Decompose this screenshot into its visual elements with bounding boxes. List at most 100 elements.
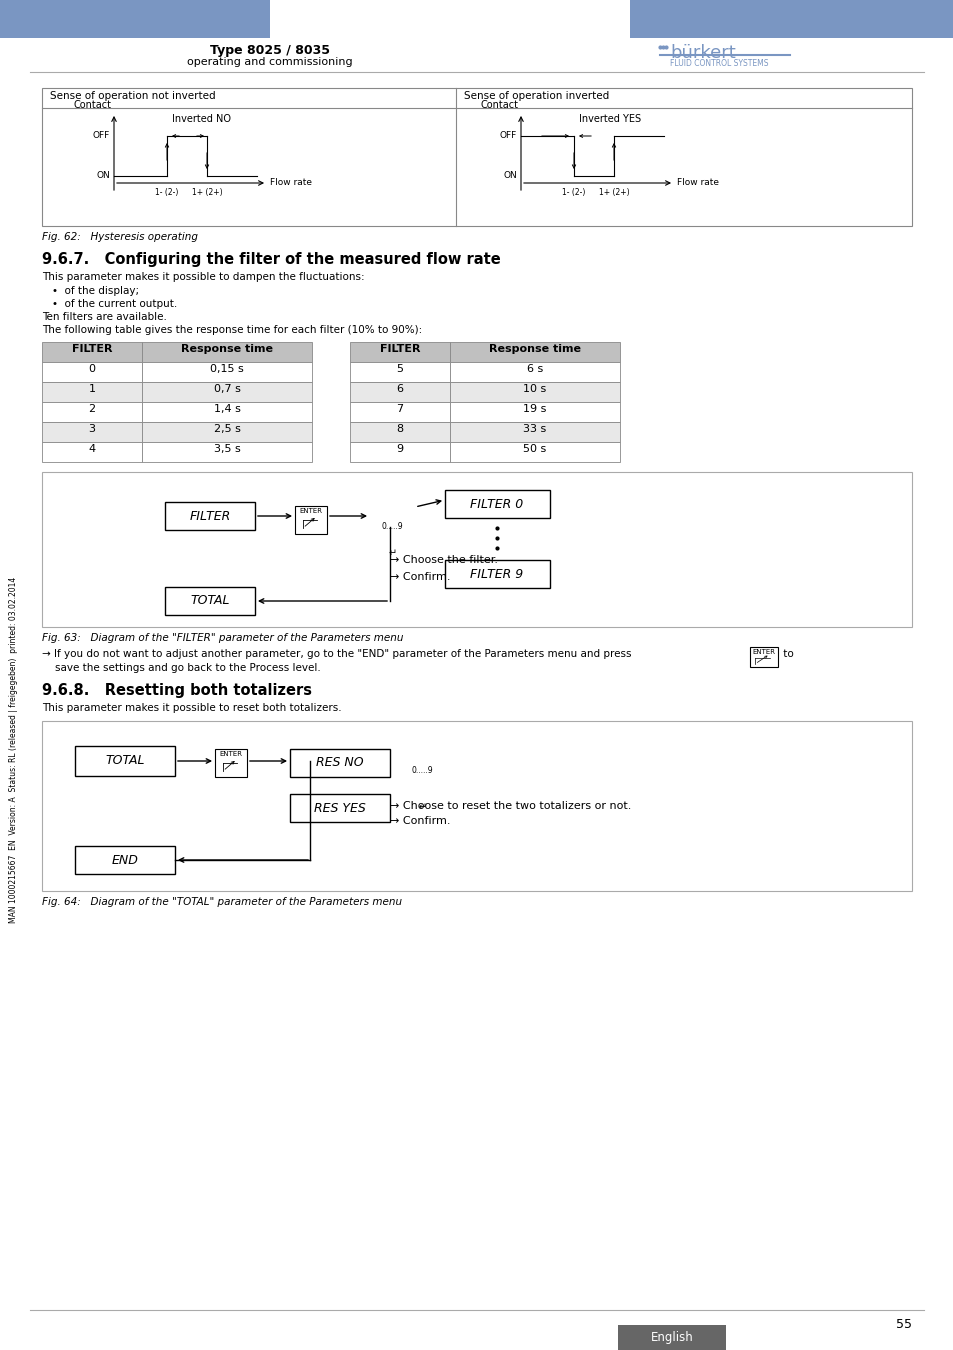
- Text: → Confirm.: → Confirm.: [390, 815, 450, 826]
- Text: ENTER: ENTER: [299, 508, 322, 514]
- Text: 6: 6: [396, 383, 403, 394]
- Text: Contact: Contact: [74, 100, 112, 109]
- Text: Fig. 63:   Diagram of the "FILTER" parameter of the Parameters menu: Fig. 63: Diagram of the "FILTER" paramet…: [42, 633, 403, 643]
- Text: → Choose to reset the two totalizers or not.: → Choose to reset the two totalizers or …: [390, 801, 631, 811]
- Bar: [450, 382, 619, 402]
- Text: FILTER: FILTER: [190, 509, 231, 522]
- Bar: [165, 502, 254, 531]
- Bar: [142, 441, 312, 462]
- Text: FILTER: FILTER: [71, 344, 112, 354]
- Bar: [294, 506, 327, 535]
- Bar: [42, 342, 142, 362]
- Text: save the settings and go back to the Process level.: save the settings and go back to the Pro…: [42, 663, 320, 674]
- Bar: [42, 402, 142, 423]
- Text: Ten filters are available.: Ten filters are available.: [42, 312, 167, 323]
- Bar: [142, 362, 312, 382]
- Text: TOTAL: TOTAL: [190, 594, 230, 608]
- Text: 0,7 s: 0,7 s: [213, 383, 240, 394]
- Text: Flow rate: Flow rate: [270, 178, 312, 188]
- Text: END: END: [112, 853, 138, 867]
- Text: 1+ (2+): 1+ (2+): [192, 188, 222, 197]
- Text: MAN 1000215667  EN  Version: A  Status: RL (released | freigegeben)  printed: 03: MAN 1000215667 EN Version: A Status: RL …: [10, 576, 18, 923]
- Bar: [42, 441, 142, 462]
- Text: 1- (2-): 1- (2-): [561, 188, 585, 197]
- Text: Contact: Contact: [480, 100, 518, 109]
- Bar: [142, 423, 312, 441]
- Polygon shape: [414, 741, 430, 751]
- Text: The following table gives the response time for each filter (10% to 90%):: The following table gives the response t…: [42, 325, 422, 335]
- Bar: [450, 423, 619, 441]
- Polygon shape: [384, 547, 400, 558]
- Bar: [350, 382, 450, 402]
- Text: RES NO: RES NO: [315, 756, 363, 770]
- Bar: [444, 490, 550, 518]
- FancyBboxPatch shape: [396, 733, 448, 819]
- Text: to: to: [780, 649, 793, 659]
- Text: 0.....9: 0.....9: [381, 522, 403, 531]
- Text: ON: ON: [503, 171, 517, 181]
- Text: Response time: Response time: [489, 344, 580, 354]
- Text: 1: 1: [89, 383, 95, 394]
- Bar: [450, 342, 619, 362]
- Bar: [749, 647, 778, 667]
- Text: Type 8025 / 8035: Type 8025 / 8035: [210, 45, 330, 57]
- Bar: [350, 441, 450, 462]
- Bar: [75, 747, 174, 776]
- Bar: [165, 587, 254, 616]
- Text: 3,5 s: 3,5 s: [213, 444, 240, 454]
- Text: OFF: OFF: [499, 131, 517, 140]
- Bar: [42, 721, 911, 891]
- Text: This parameter makes it possible to dampen the fluctuations:: This parameter makes it possible to damp…: [42, 271, 364, 282]
- Text: → If you do not want to adjust another parameter, go to the "END" parameter of t: → If you do not want to adjust another p…: [42, 649, 631, 659]
- Text: Inverted YES: Inverted YES: [578, 113, 640, 124]
- Text: Flow rate: Flow rate: [677, 178, 719, 188]
- Text: English: English: [650, 1331, 693, 1343]
- Text: RES YES: RES YES: [314, 802, 366, 814]
- Text: Inverted NO: Inverted NO: [172, 113, 231, 124]
- Bar: [0, 0, 270, 38]
- Text: 0: 0: [89, 364, 95, 374]
- Text: Response time: Response time: [181, 344, 273, 354]
- Text: Fig. 62:   Hysteresis operating: Fig. 62: Hysteresis operating: [42, 232, 198, 242]
- Bar: [290, 749, 390, 778]
- Text: 0.....9: 0.....9: [412, 765, 433, 775]
- Text: 6 s: 6 s: [526, 364, 542, 374]
- Text: bürkert: bürkert: [669, 45, 735, 62]
- Bar: [42, 362, 142, 382]
- Text: OFF: OFF: [92, 131, 110, 140]
- Bar: [450, 402, 619, 423]
- Bar: [42, 88, 911, 225]
- Text: ON: ON: [96, 171, 110, 181]
- Text: operating and commissioning: operating and commissioning: [187, 57, 353, 68]
- Polygon shape: [414, 801, 430, 811]
- Text: 5: 5: [396, 364, 403, 374]
- Text: 9.6.7.   Configuring the filter of the measured flow rate: 9.6.7. Configuring the filter of the mea…: [42, 252, 500, 267]
- Bar: [142, 382, 312, 402]
- Bar: [350, 402, 450, 423]
- Text: FLUID CONTROL SYSTEMS: FLUID CONTROL SYSTEMS: [669, 59, 768, 68]
- Bar: [450, 441, 619, 462]
- Bar: [214, 749, 247, 778]
- Text: 4: 4: [89, 444, 95, 454]
- Text: FILTER 9: FILTER 9: [470, 567, 523, 580]
- Text: 10 s: 10 s: [523, 383, 546, 394]
- Text: TOTAL: TOTAL: [105, 755, 145, 768]
- Polygon shape: [384, 497, 400, 508]
- Bar: [42, 472, 911, 626]
- Text: 55: 55: [895, 1318, 911, 1331]
- Text: This parameter makes it possible to reset both totalizers.: This parameter makes it possible to rese…: [42, 703, 341, 713]
- Text: ENTER: ENTER: [752, 649, 775, 655]
- Bar: [350, 362, 450, 382]
- Bar: [290, 794, 390, 822]
- Text: 7: 7: [396, 404, 403, 414]
- Text: 0,15 s: 0,15 s: [210, 364, 244, 374]
- Bar: [142, 342, 312, 362]
- Text: → Confirm.: → Confirm.: [390, 572, 450, 582]
- Bar: [42, 382, 142, 402]
- Text: ENTER: ENTER: [219, 751, 242, 757]
- Text: 2: 2: [89, 404, 95, 414]
- Bar: [618, 1324, 725, 1350]
- Bar: [350, 423, 450, 441]
- Text: 3: 3: [89, 424, 95, 433]
- Bar: [75, 846, 174, 873]
